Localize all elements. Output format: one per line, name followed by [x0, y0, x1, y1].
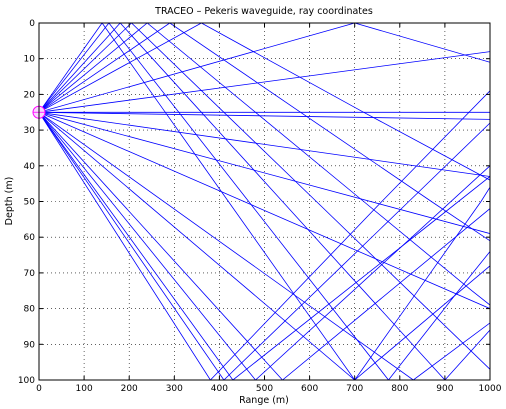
y-tick-label: 80: [24, 305, 36, 315]
ray-line: [39, 23, 490, 306]
chart-title: TRACEO – Pekeris waveguide, ray coordina…: [154, 6, 373, 17]
ray-line: [39, 112, 490, 380]
x-tick-label: 400: [211, 384, 228, 394]
x-axis-label: Range (m): [239, 395, 289, 406]
ray-line: [39, 111, 490, 380]
ray-line: [39, 111, 490, 309]
ray-line: [39, 23, 490, 380]
ray-line: [39, 112, 490, 380]
ray-line: [39, 23, 490, 380]
y-axis-label: Depth (m): [4, 177, 15, 226]
y-tick-label: 70: [24, 269, 36, 279]
ray-line: [39, 111, 490, 380]
y-tick-label: 30: [24, 126, 36, 136]
ray-line: [39, 112, 490, 380]
ray-line: [39, 112, 490, 380]
x-tick-label: 600: [301, 384, 318, 394]
y-tick-label: 40: [24, 162, 36, 172]
x-tick-label: 0: [36, 384, 42, 394]
y-tick-label: 10: [24, 55, 36, 65]
y-tick-label: 20: [24, 90, 36, 100]
x-tick-label: 800: [391, 384, 408, 394]
y-tick-label: 100: [18, 376, 35, 386]
ray-line: [39, 51, 490, 113]
ray-line: [39, 23, 490, 181]
x-tick-label: 1000: [479, 384, 502, 394]
ray-line: [39, 23, 490, 370]
y-tick-label: 0: [29, 19, 35, 29]
ray-line: [39, 23, 490, 113]
y-tick-label: 50: [24, 198, 36, 208]
ray-line: [39, 111, 490, 177]
y-tick-label: 60: [24, 233, 36, 243]
ray-line: [39, 111, 490, 120]
ray-line: [39, 90, 490, 380]
x-tick-label: 500: [256, 384, 273, 394]
x-tick-label: 900: [436, 384, 453, 394]
x-tick-label: 100: [76, 384, 93, 394]
x-tick-label: 300: [166, 384, 183, 394]
y-tick-label: 90: [24, 340, 36, 350]
ray-line: [39, 111, 490, 234]
rays: [39, 23, 490, 380]
x-tick-label: 700: [346, 384, 363, 394]
x-axis: 0 100 200 300 400 500 600 700 800 900 1000: [36, 23, 502, 394]
y-axis: 0 10 20 30 40 50 60 70 80 90 100: [18, 19, 490, 386]
x-tick-label: 200: [121, 384, 138, 394]
ray-line: [39, 23, 490, 380]
